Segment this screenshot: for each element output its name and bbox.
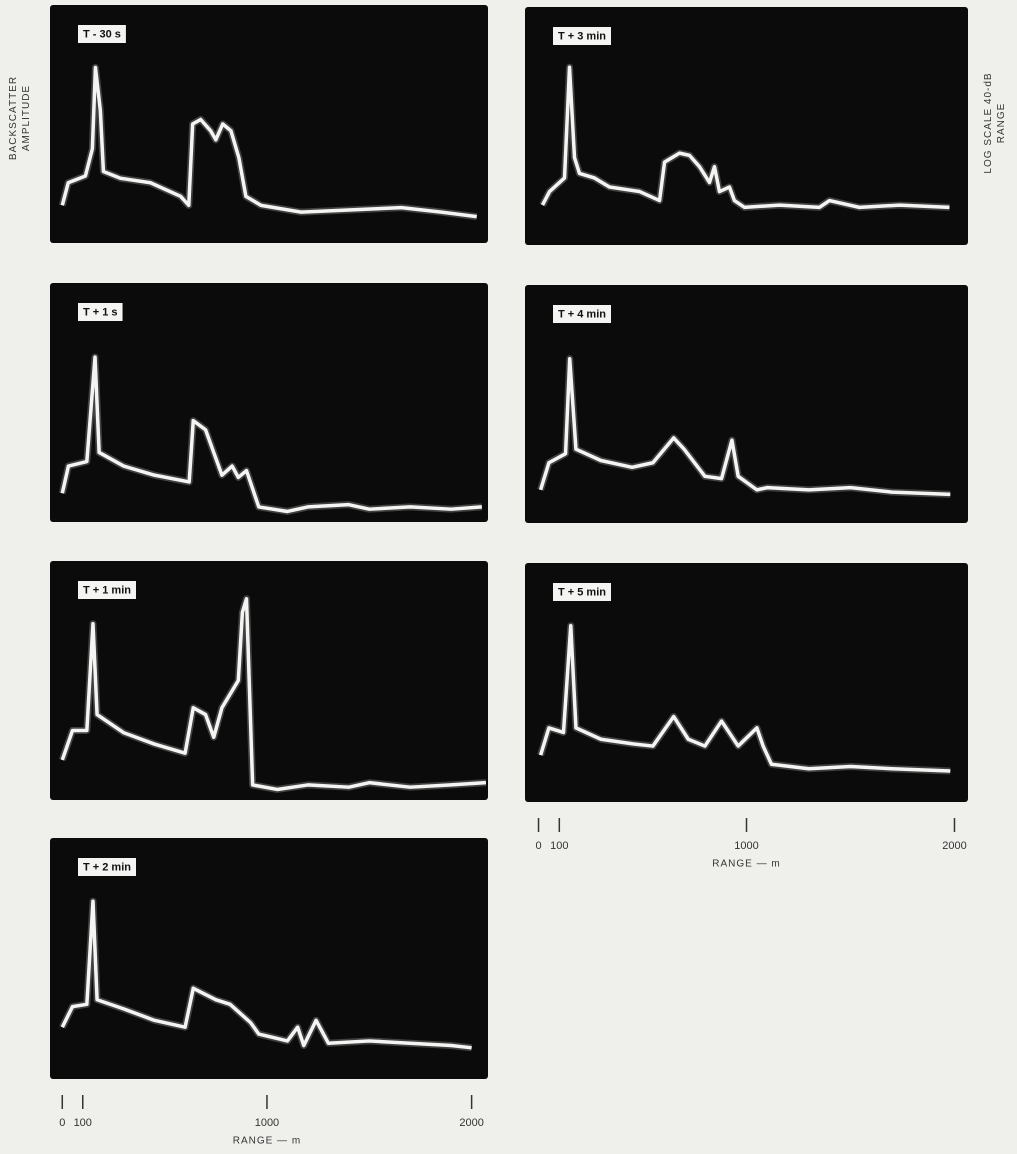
x-axis-label: RANGE — m [712, 859, 780, 870]
panel-label: T + 5 min [558, 586, 606, 598]
x-tick-label: 100 [74, 1117, 92, 1129]
panel-label-box [78, 581, 136, 599]
x-tick-label: 0 [535, 840, 541, 852]
panel-label-box [78, 858, 136, 876]
y-axis-label: BACKSCATTER AMPLITUDE [8, 75, 32, 161]
trace [60, 65, 477, 219]
x-axis-label: RANGE — m [233, 1136, 301, 1147]
trace [60, 597, 487, 792]
panel-label-box [553, 27, 611, 45]
x-tick-label: 1000 [734, 840, 758, 852]
panel [525, 7, 968, 245]
panel [50, 283, 488, 522]
panel-label-box [553, 583, 611, 601]
trace [538, 357, 951, 497]
x-tick-label: 1000 [255, 1117, 279, 1129]
panel-label: T - 30 s [83, 28, 121, 40]
panel-label: T + 1 min [83, 584, 131, 596]
trace [538, 624, 951, 773]
y2-axis-label: LOG SCALE 40-dB RANGE [983, 72, 1007, 174]
trace [60, 355, 482, 514]
panel-label-box [78, 303, 123, 321]
panel [50, 561, 488, 800]
panel-label-box [553, 305, 611, 323]
panel-label: T + 3 min [558, 30, 606, 42]
x-tick-label: 0 [59, 1117, 65, 1129]
panel-label-box [78, 25, 126, 43]
panel-label: T + 2 min [83, 861, 131, 873]
panel-label: T + 1 s [83, 306, 118, 318]
x-tick-label: 100 [550, 840, 568, 852]
trace [540, 65, 950, 210]
x-tick-label: 2000 [459, 1117, 483, 1129]
trace [60, 899, 472, 1050]
x-tick-label: 2000 [942, 840, 966, 852]
panel-label: T + 4 min [558, 308, 606, 320]
